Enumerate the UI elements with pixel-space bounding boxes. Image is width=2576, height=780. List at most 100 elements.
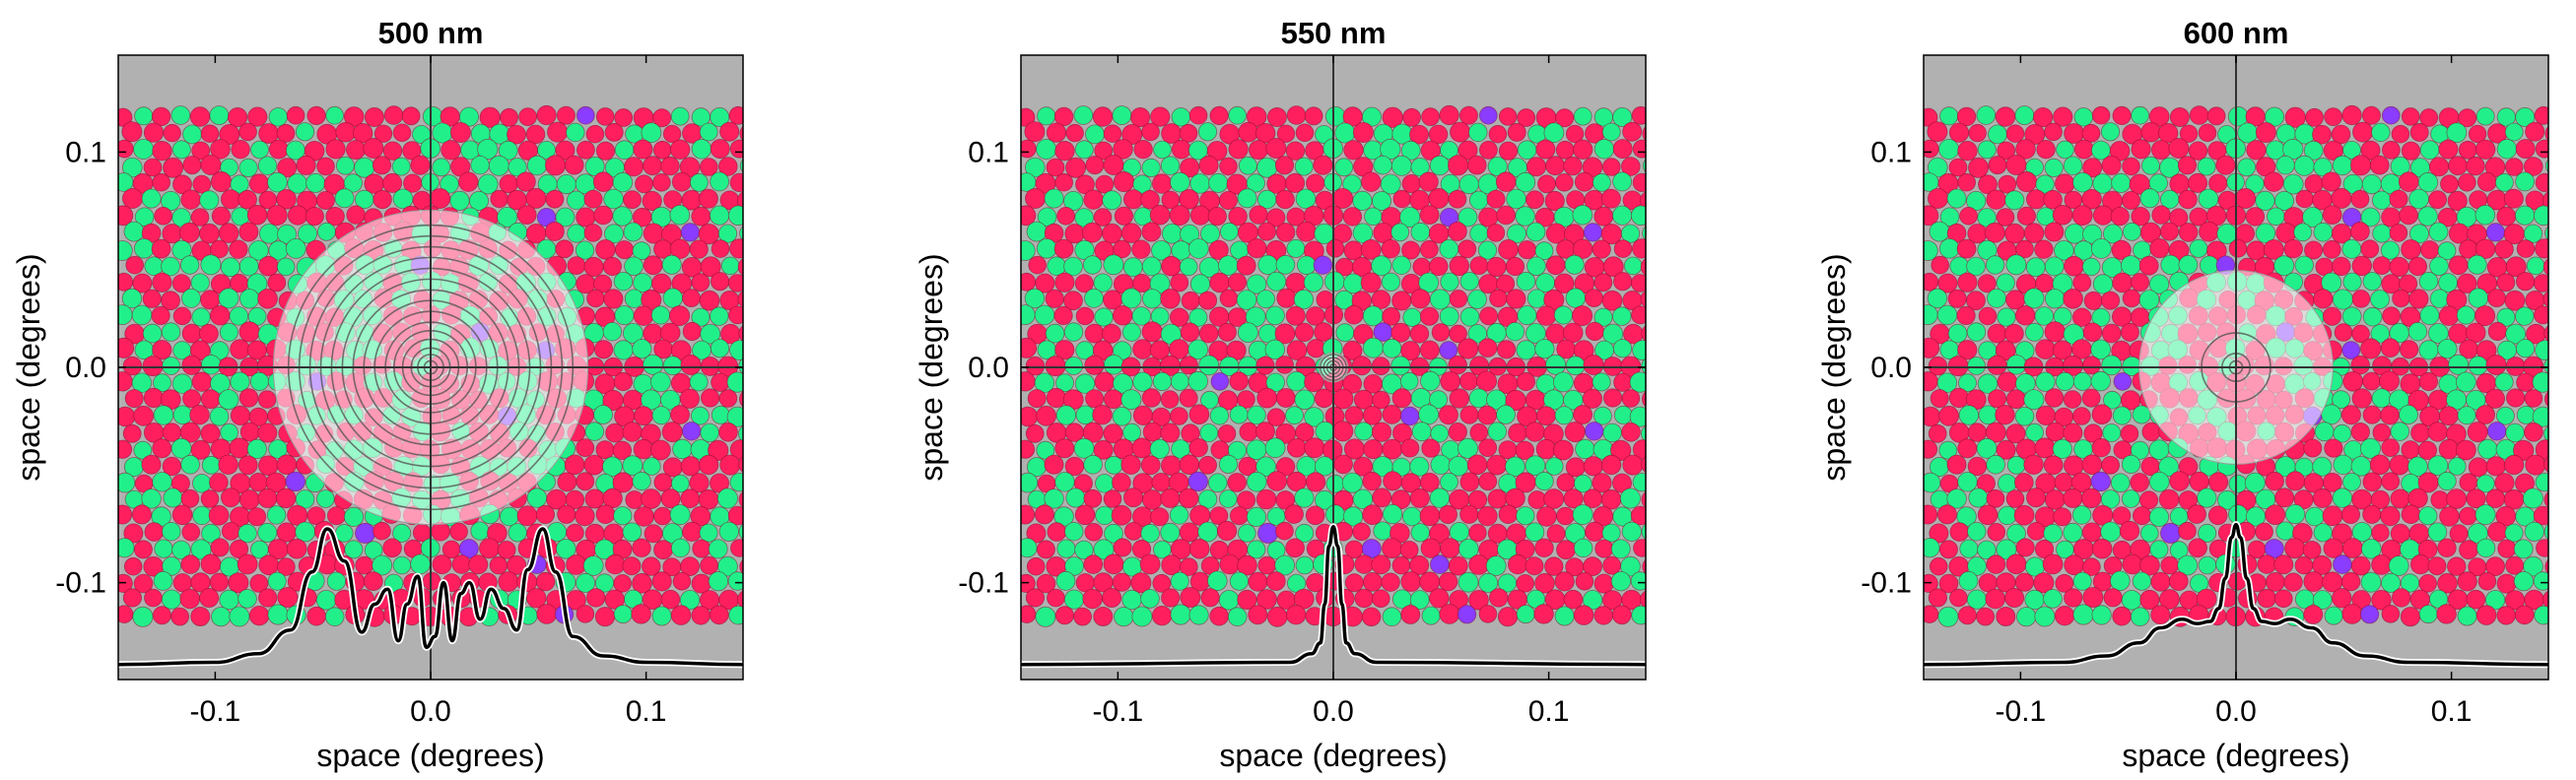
L-cone [1188, 105, 1208, 125]
L-cone [2122, 553, 2143, 575]
L-cone [2536, 539, 2548, 557]
M-cone [2532, 406, 2548, 427]
M-cone [1390, 356, 1411, 376]
M-cone [2025, 257, 2046, 278]
L-cone [1344, 573, 1364, 593]
L-cone [1217, 322, 1237, 342]
L-cone [1563, 156, 1583, 176]
L-cone [669, 305, 691, 327]
M-cone [1120, 389, 1142, 411]
M-cone [1256, 290, 1276, 309]
M-cone [2476, 474, 2495, 493]
L-cone [1053, 106, 1074, 127]
M-cone [2314, 422, 2335, 442]
M-cone [2121, 589, 2142, 611]
L-cone [363, 571, 383, 591]
L-cone [2533, 274, 2548, 292]
L-cone [2487, 321, 2507, 342]
L-cone [1642, 558, 1646, 574]
L-cone [431, 521, 450, 542]
L-cone [2350, 555, 2371, 576]
M-cone [2313, 222, 2334, 242]
L-cone [1478, 438, 1498, 458]
M-cone [141, 488, 162, 509]
L-cone [1543, 488, 1565, 509]
L-cone [2043, 189, 2063, 210]
L-cone [652, 108, 672, 128]
M-cone [2090, 370, 2111, 392]
M-cone [2081, 257, 2101, 277]
L-cone [248, 473, 268, 492]
L-cone [1600, 188, 1621, 209]
L-cone [1602, 256, 1624, 278]
L-cone [1391, 291, 1412, 311]
L-cone [1140, 455, 1161, 476]
M-cone [343, 173, 363, 193]
M-cone [2362, 272, 2382, 292]
L-cone [1585, 321, 1604, 342]
M-cone [191, 307, 211, 327]
L-cone [1276, 288, 1297, 308]
M-cone [1478, 572, 1499, 593]
M-cone [2496, 307, 2516, 327]
L-cone [670, 340, 692, 360]
L-cone [1294, 322, 1315, 343]
L-cone [1274, 323, 1296, 345]
L-cone [2101, 455, 2121, 475]
M-cone [1631, 605, 1646, 625]
M-cone [432, 158, 451, 177]
M-cone [2305, 506, 2325, 527]
L-cone [1169, 307, 1189, 327]
L-cone [2340, 571, 2361, 592]
L-cone [652, 140, 672, 160]
M-cone [142, 323, 163, 344]
L-cone [382, 538, 402, 558]
M-cone [2543, 523, 2548, 541]
L-cone [2120, 423, 2139, 443]
L-cone [2026, 522, 2046, 541]
M-cone [2054, 240, 2074, 261]
L-cone [2207, 505, 2228, 526]
L-cone [1265, 137, 1287, 159]
M-cone [2122, 222, 2141, 241]
M-cone [1998, 505, 2017, 526]
M-cone [1063, 191, 1084, 212]
M-cone [1265, 372, 1286, 393]
M-cone [1612, 306, 1632, 326]
M-cone [1610, 571, 1632, 592]
plot-area [1924, 55, 2548, 680]
M-cone [1468, 388, 1489, 409]
L-cone [1402, 107, 1421, 127]
L-cone [1621, 422, 1641, 442]
L-cone [1582, 388, 1603, 409]
M-cone [726, 406, 743, 427]
M-cone [248, 240, 269, 261]
M-cone [555, 207, 576, 228]
L-cone [1112, 572, 1132, 592]
L-cone [1466, 155, 1487, 175]
L-cone [2494, 239, 2514, 259]
M-cone [1266, 271, 1287, 292]
M-cone [2533, 205, 2548, 227]
L-cone [1640, 290, 1646, 308]
M-cone [2131, 105, 2149, 125]
L-cone [170, 607, 190, 626]
L-cone [1354, 554, 1375, 574]
M-cone [738, 358, 743, 374]
L-cone [1092, 106, 1114, 127]
M-cone [1976, 105, 1997, 125]
L-cone [2257, 554, 2277, 574]
M-cone [1074, 140, 1094, 160]
M-cone [582, 555, 604, 576]
L-cone [2312, 124, 2332, 145]
M-cone [2505, 422, 2525, 443]
L-cone [2350, 356, 2370, 375]
L-cone [1592, 239, 1611, 259]
M-cone [2273, 190, 2294, 211]
M-cone [1409, 590, 1430, 610]
M-cone [1515, 171, 1536, 193]
L-cone [1053, 238, 1074, 259]
M-cone [343, 506, 365, 528]
M-cone [1188, 605, 1209, 625]
L-cone [586, 289, 605, 308]
